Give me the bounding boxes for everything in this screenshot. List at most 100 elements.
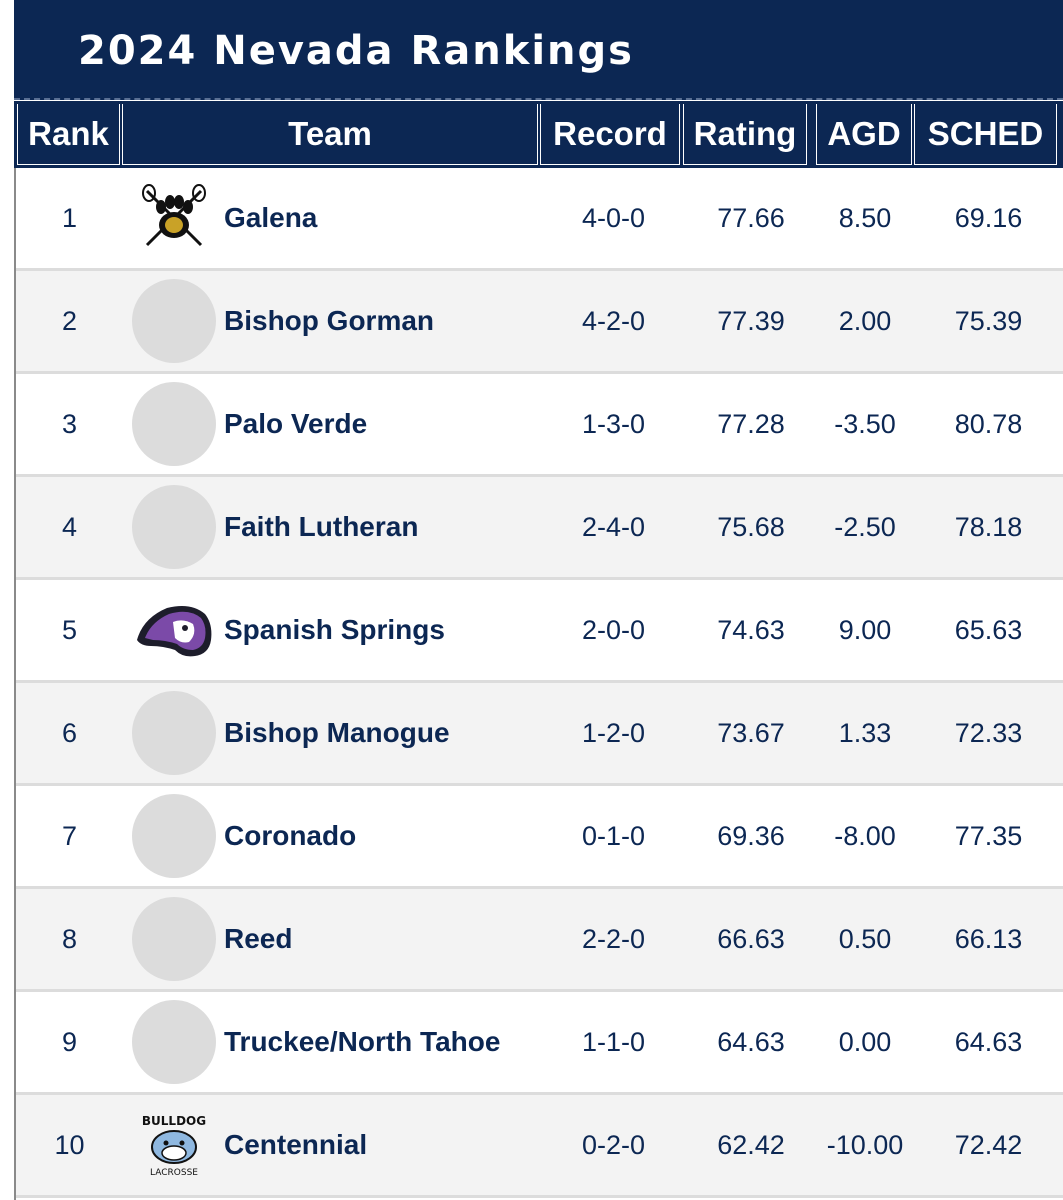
header-record[interactable]: Record xyxy=(540,104,680,165)
table-row[interactable]: 10 BULLDOG LACROSSE Centennial 0-2-0 62.42 -10… xyxy=(16,1095,1063,1198)
sched-cell: 75.39 xyxy=(954,305,1023,336)
team-name[interactable]: Coronado xyxy=(224,820,357,851)
team-name[interactable]: Truckee/North Tahoe xyxy=(224,1026,501,1057)
table-header: Rank Team Record Rating AGD SCHED xyxy=(14,101,1063,168)
agd-cell: -3.50 xyxy=(834,408,896,439)
sched-cell: 80.78 xyxy=(954,408,1023,439)
record-cell: 4-0-0 xyxy=(581,202,646,233)
rank-cell: 5 xyxy=(61,614,78,645)
table-row[interactable]: 8 Reed 2-2-0 66.63 0.50 66.13 xyxy=(16,889,1063,992)
team-logo xyxy=(130,786,218,886)
record-cell: 0-1-0 xyxy=(581,820,646,851)
table-row[interactable]: 9 Truckee/North Tahoe 1-1-0 64.63 0.00 64.63 xyxy=(16,992,1063,1095)
agd-cell: 0.50 xyxy=(838,923,892,954)
table-row[interactable]: 7 Coronado 0-1-0 69.36 -8.00 77.35 xyxy=(16,786,1063,889)
header-agd[interactable]: AGD xyxy=(816,104,912,165)
team-logo xyxy=(130,374,218,474)
team-logo-placeholder xyxy=(132,794,216,878)
header-rating[interactable]: Rating xyxy=(683,104,807,165)
team-logo-placeholder xyxy=(132,382,216,466)
team-name[interactable]: Bishop Gorman xyxy=(224,305,435,336)
table-row[interactable]: 4 Faith Lutheran 2-4-0 75.68 -2.50 78.18 xyxy=(16,477,1063,580)
rating-cell: 75.68 xyxy=(717,511,785,542)
record-cell: 1-1-0 xyxy=(581,1026,646,1057)
record-cell: 2-2-0 xyxy=(581,923,646,954)
rank-cell: 4 xyxy=(61,511,78,542)
rank-cell: 3 xyxy=(61,408,78,439)
rating-cell: 74.63 xyxy=(717,614,785,645)
agd-cell: 8.50 xyxy=(838,202,892,233)
title-bar: 2024 Nevada Rankings xyxy=(14,0,1063,100)
agd-cell: -2.50 xyxy=(834,511,896,542)
rating-cell: 77.66 xyxy=(717,202,785,233)
bulldog-icon: BULLDOG LACROSSE xyxy=(142,1114,206,1177)
rating-cell: 64.63 xyxy=(717,1026,785,1057)
table-row[interactable]: 5 Spanish Springs 2-0-0 74.63 9.00 65.63 xyxy=(16,580,1063,683)
sched-cell: 69.16 xyxy=(954,202,1023,233)
team-logo xyxy=(130,271,218,371)
team-logo xyxy=(130,992,218,1092)
agd-cell: 1.33 xyxy=(838,717,892,748)
sched-cell: 72.42 xyxy=(954,1129,1023,1160)
team-name[interactable]: Faith Lutheran xyxy=(224,511,419,542)
team-name[interactable]: Palo Verde xyxy=(224,408,368,439)
record-cell: 2-4-0 xyxy=(581,511,646,542)
team-logo-placeholder xyxy=(132,691,216,775)
record-cell: 1-3-0 xyxy=(581,408,646,439)
record-cell: 0-2-0 xyxy=(581,1129,646,1160)
rating-cell: 73.67 xyxy=(717,717,785,748)
rank-cell: 8 xyxy=(61,923,78,954)
team-logo-placeholder xyxy=(132,485,216,569)
rank-cell: 2 xyxy=(61,305,78,336)
agd-cell: 2.00 xyxy=(838,305,892,336)
team-logo-placeholder xyxy=(132,897,216,981)
sched-cell: 77.35 xyxy=(954,820,1023,851)
team-logo xyxy=(130,889,218,989)
record-cell: 2-0-0 xyxy=(581,614,646,645)
page-title: 2024 Nevada Rankings xyxy=(78,28,634,74)
agd-cell: -8.00 xyxy=(834,820,896,851)
team-name[interactable]: Reed xyxy=(224,923,293,954)
team-logo-placeholder xyxy=(132,1000,216,1084)
rating-cell: 62.42 xyxy=(717,1129,785,1160)
table-row[interactable]: 6 Bishop Manogue 1-2-0 73.67 1.33 72.33 xyxy=(16,683,1063,786)
team-name[interactable]: Bishop Manogue xyxy=(224,717,450,748)
team-name[interactable]: Galena xyxy=(224,202,318,233)
rank-cell: 9 xyxy=(61,1026,78,1057)
table-row[interactable]: 2 Bishop Gorman 4-2-0 77.39 2.00 75.39 xyxy=(16,271,1063,374)
sched-cell: 66.13 xyxy=(954,923,1023,954)
table-row[interactable]: 1 Galena 4-0-0 77.66 8.50 69.16 xyxy=(16,168,1063,271)
cougar-icon xyxy=(137,606,212,657)
sched-cell: 72.33 xyxy=(954,717,1023,748)
rating-cell: 66.63 xyxy=(717,923,785,954)
team-logo-placeholder xyxy=(132,279,216,363)
header-sched[interactable]: SCHED xyxy=(914,104,1057,165)
rank-cell: 1 xyxy=(61,202,78,233)
agd-cell: 0.00 xyxy=(838,1026,892,1057)
rating-cell: 77.39 xyxy=(717,305,785,336)
record-cell: 1-2-0 xyxy=(581,717,646,748)
rating-cell: 69.36 xyxy=(717,820,785,851)
team-logo xyxy=(130,168,218,268)
header-team[interactable]: Team xyxy=(122,104,538,165)
agd-cell: -10.00 xyxy=(826,1129,904,1160)
header-rank[interactable]: Rank xyxy=(17,104,120,165)
table-row[interactable]: 3 Palo Verde 1-3-0 77.28 -3.50 80.78 xyxy=(16,374,1063,477)
paw-lacrosse-icon xyxy=(142,184,206,247)
lacrosse-logo-text: LACROSSE xyxy=(150,1168,198,1177)
rank-cell: 6 xyxy=(61,717,78,748)
record-cell: 4-2-0 xyxy=(581,305,646,336)
sched-cell: 65.63 xyxy=(954,614,1023,645)
team-name[interactable]: Centennial xyxy=(224,1129,368,1160)
agd-cell: 9.00 xyxy=(838,614,892,645)
bulldog-logo-text: BULLDOG xyxy=(142,1114,206,1128)
rating-cell: 77.28 xyxy=(717,408,785,439)
team-logo: BULLDOG LACROSSE xyxy=(130,1095,218,1195)
team-name[interactable]: Spanish Springs xyxy=(224,614,445,645)
team-logo xyxy=(130,477,218,577)
team-logo xyxy=(130,683,218,783)
sched-cell: 78.18 xyxy=(954,511,1023,542)
team-logo xyxy=(130,580,218,680)
rankings-table: 1 Galena 4-0-0 77.66 8.50 69.16 2 Bishop Gorman… xyxy=(14,168,1063,1200)
